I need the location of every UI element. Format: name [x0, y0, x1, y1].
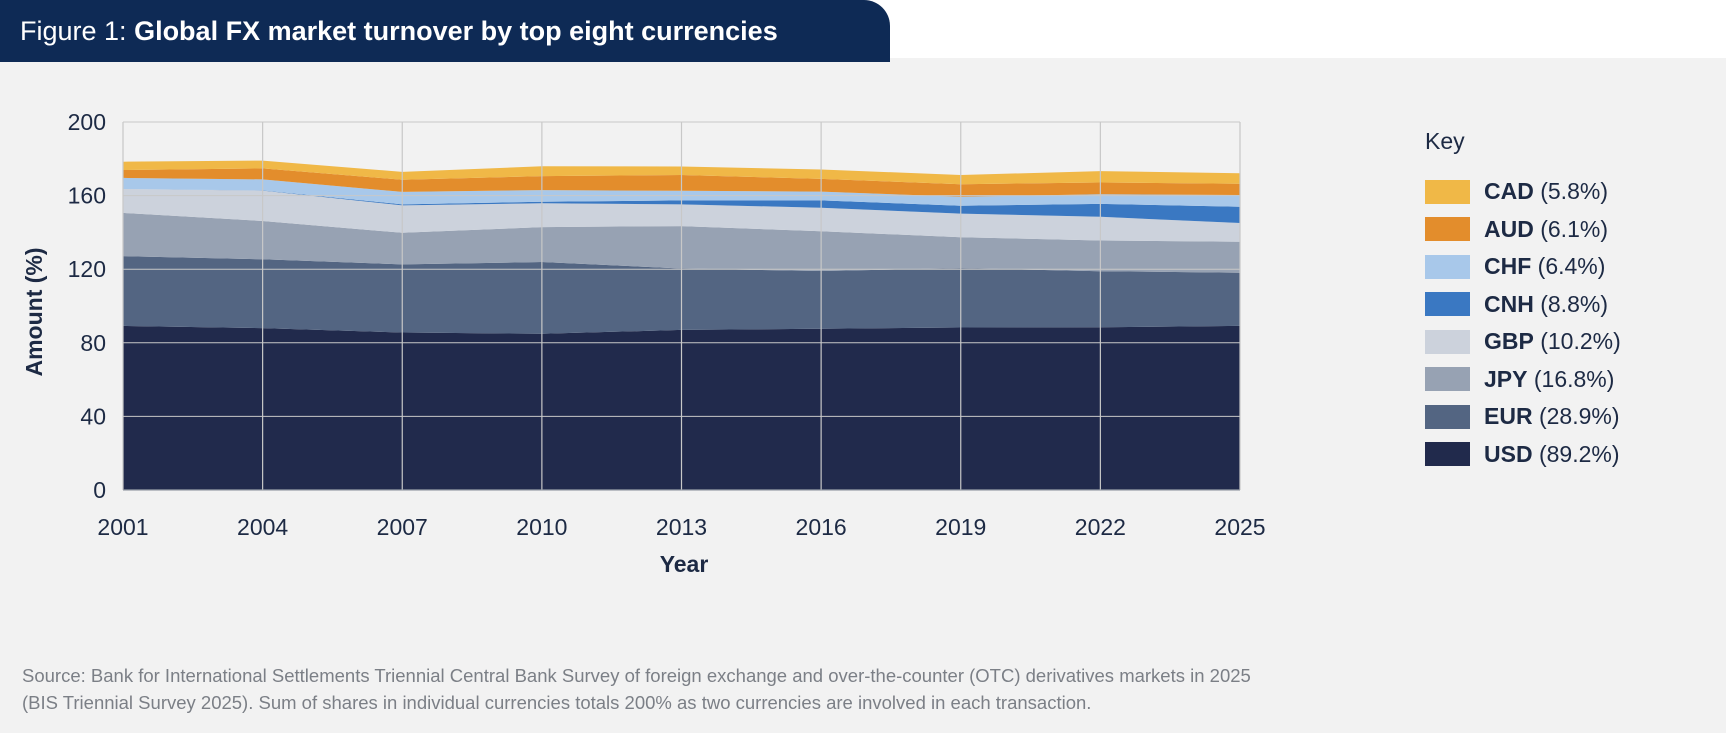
y-tick-label: 80: [80, 330, 106, 356]
legend-item-usd: USD (89.2%): [1425, 436, 1715, 474]
legend-label: CNH (8.8%): [1484, 291, 1608, 318]
legend-share: (5.8%): [1533, 178, 1608, 205]
gridlines: [122, 121, 1241, 491]
legend-label: CHF (6.4%): [1484, 253, 1605, 280]
legend-code: EUR: [1484, 403, 1533, 430]
area-series-cnh: [123, 189, 1240, 223]
legend-share: (6.4%): [1531, 253, 1606, 280]
y-tick-label: 200: [68, 109, 106, 135]
legend-label: CAD (5.8%): [1484, 178, 1608, 205]
legend-share: (6.1%): [1533, 215, 1608, 242]
legend-swatch: [1425, 254, 1470, 279]
y-tick-label: 120: [68, 256, 106, 282]
legend-code: CHF: [1484, 253, 1532, 280]
x-tick-label: 2004: [237, 514, 288, 540]
legend-item-cad: CAD (5.8%): [1425, 173, 1715, 211]
x-tick-label: 2001: [97, 514, 148, 540]
x-tick-label: 2019: [935, 514, 986, 540]
legend-share: (89.2%): [1532, 440, 1620, 467]
legend-label: GBP (10.2%): [1484, 328, 1621, 355]
legend-items: CAD (5.8%) AUD (6.1%) CHF (6.4%) CNH (8.8%)…: [1425, 173, 1715, 473]
legend-label: USD (89.2%): [1484, 441, 1620, 468]
x-tick-label: 2022: [1075, 514, 1126, 540]
legend-code: CNH: [1484, 290, 1534, 317]
legend-label: EUR (28.9%): [1484, 403, 1620, 430]
x-axis-label: Year: [660, 551, 709, 577]
legend-share: (8.8%): [1533, 290, 1608, 317]
figure-title-text: Global FX market turnover by top eight c…: [134, 16, 778, 46]
source-note: Source: Bank for International Settlemen…: [22, 662, 1712, 716]
legend-share: (28.9%): [1532, 403, 1620, 430]
legend-code: CAD: [1484, 178, 1534, 205]
legend-item-gbp: GBP (10.2%): [1425, 323, 1715, 361]
y-tick-label: 160: [68, 183, 106, 209]
x-tick-label: 2013: [656, 514, 707, 540]
legend-share: (16.8%): [1527, 365, 1615, 392]
legend-code: AUD: [1484, 215, 1534, 242]
y-tick-label: 0: [93, 477, 106, 503]
figure-title: Figure 1: Global FX market turnover by t…: [0, 0, 890, 62]
x-axis-ticks: 2001 2004 2007 2010 2013 2016 2019 2022 2025: [97, 514, 1265, 540]
legend-item-cnh: CNH (8.8%): [1425, 286, 1715, 324]
x-tick-label: 2010: [516, 514, 567, 540]
y-axis-ticks: 0 40 80 120 160 200: [68, 109, 106, 503]
y-axis-label: Amount (%): [21, 247, 47, 376]
source-line-2: (BIS Triennial Survey 2025). Sum of shar…: [22, 692, 1092, 713]
legend-swatch: [1425, 179, 1470, 204]
y-tick-label: 40: [80, 403, 106, 429]
legend-item-eur: EUR (28.9%): [1425, 398, 1715, 436]
legend-swatch: [1425, 367, 1470, 392]
legend-swatch: [1425, 292, 1470, 317]
legend-share: (10.2%): [1533, 328, 1621, 355]
legend-swatch: [1425, 442, 1470, 467]
source-line-1: Source: Bank for International Settlemen…: [22, 665, 1251, 686]
legend-swatch: [1425, 329, 1470, 354]
legend-title: Key: [1425, 128, 1465, 154]
legend-swatch: [1425, 217, 1470, 242]
legend-code: JPY: [1484, 365, 1528, 392]
legend-label: AUD (6.1%): [1484, 216, 1608, 243]
x-tick-label: 2025: [1214, 514, 1265, 540]
legend-item-chf: CHF (6.4%): [1425, 248, 1715, 286]
legend-item-aud: AUD (6.1%): [1425, 211, 1715, 249]
legend-code: GBP: [1484, 328, 1534, 355]
legend-label: JPY (16.8%): [1484, 366, 1614, 393]
x-tick-label: 2016: [796, 514, 847, 540]
x-tick-label: 2007: [377, 514, 428, 540]
legend-code: USD: [1484, 440, 1533, 467]
figure-label: Figure 1:: [20, 16, 135, 46]
legend: Key CAD (5.8%) AUD (6.1%) CHF (6.4%) CNH (8…: [1425, 128, 1715, 473]
legend-item-jpy: JPY (16.8%): [1425, 361, 1715, 399]
legend-swatch: [1425, 404, 1470, 429]
